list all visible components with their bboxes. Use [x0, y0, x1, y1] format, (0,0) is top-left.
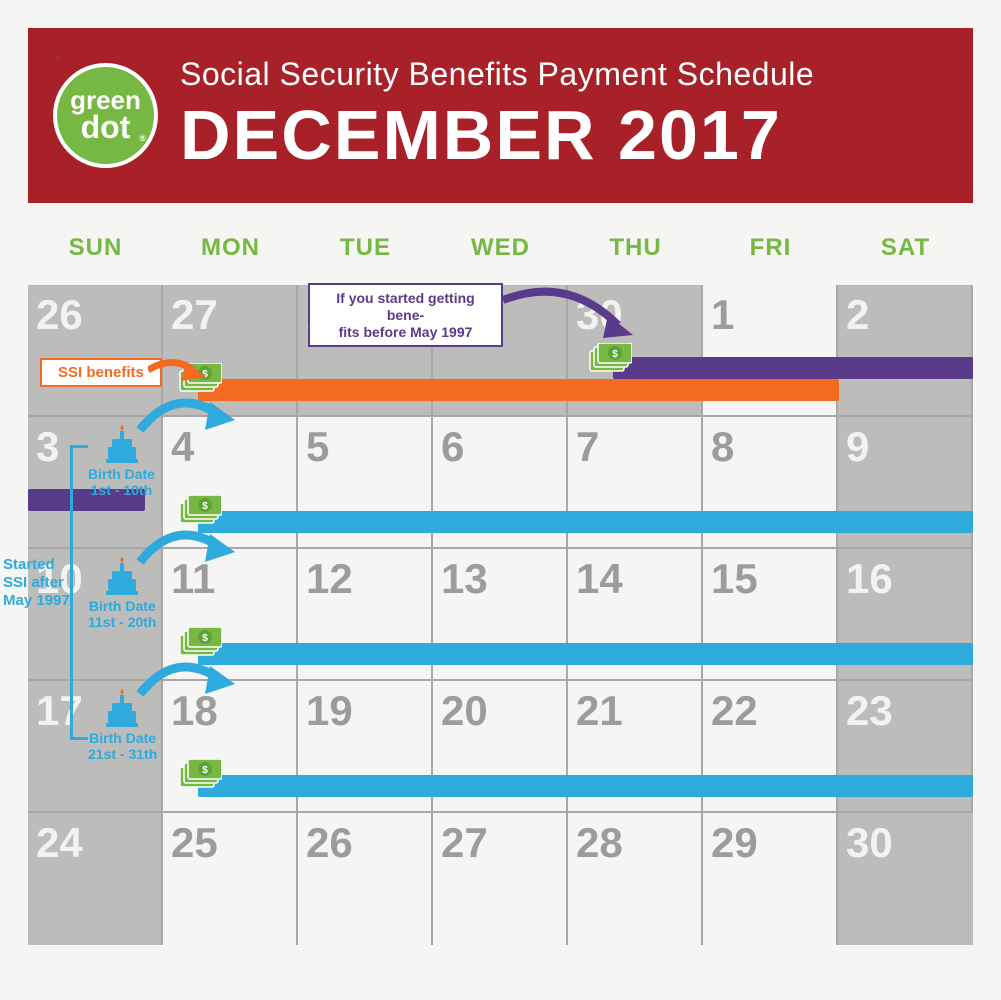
blue-arrow-icon [135, 522, 235, 577]
date-number: 21 [576, 687, 623, 735]
week-row: 24 25 26 27 28 29 30 [28, 813, 973, 945]
day-header: THU [568, 210, 703, 285]
weeks-container: 26 27 28 29 30 1 2 $ $ If you started ge… [28, 285, 973, 945]
date-number: 15 [711, 555, 758, 603]
header-subtitle: Social Security Benefits Payment Schedul… [180, 56, 814, 93]
date-number: 16 [846, 555, 893, 603]
date-number: 19 [306, 687, 353, 735]
money-icon: $ [178, 759, 222, 793]
blue-arrow-icon [135, 390, 235, 445]
date-number: 28 [576, 819, 623, 867]
date-number: 14 [576, 555, 623, 603]
header-banner: green dot ® Social Security Benefits Pay… [28, 28, 973, 203]
calendar-cell: 30 [838, 813, 973, 945]
birth-label: Birth Date 1st - 10th [88, 466, 155, 498]
birth-bar [198, 775, 973, 797]
date-number: 1 [711, 291, 734, 339]
day-header: FRI [703, 210, 838, 285]
date-number: 3 [36, 423, 59, 471]
day-header: TUE [298, 210, 433, 285]
bracket [70, 445, 85, 740]
day-header: MON [163, 210, 298, 285]
date-number: 9 [846, 423, 869, 471]
day-header: SUN [28, 210, 163, 285]
date-number: 27 [171, 291, 218, 339]
day-headers-row: SUN MON TUE WED THU FRI SAT [28, 210, 973, 285]
date-number: 2 [846, 291, 869, 339]
date-number: 27 [441, 819, 488, 867]
date-number: 6 [441, 423, 464, 471]
calendar-cell: 27 [433, 813, 568, 945]
date-number: 13 [441, 555, 488, 603]
pre1997-note-text: If you started getting bene- fits before… [336, 290, 474, 340]
date-number: 5 [306, 423, 329, 471]
registered-icon: ® [139, 134, 146, 142]
calendar-cell: 26 [298, 813, 433, 945]
date-number: 22 [711, 687, 758, 735]
day-header: SAT [838, 210, 973, 285]
calendar-cell: 25 [163, 813, 298, 945]
purple-arrow-icon [498, 280, 638, 350]
day-header: WED [433, 210, 568, 285]
svg-text:$: $ [202, 633, 208, 644]
calendar: SUN MON TUE WED THU FRI SAT 26 27 28 29 … [28, 210, 973, 972]
calendar-cell: 28 [568, 813, 703, 945]
bracket-label: Started SSI after May 1997 [3, 556, 70, 610]
calendar-cell: 24 [28, 813, 163, 945]
birth-bar [198, 511, 973, 533]
date-number: 25 [171, 819, 218, 867]
logo-text-2: dot [81, 113, 131, 142]
orange-arrow-icon [148, 355, 208, 395]
header-text: Social Security Benefits Payment Schedul… [180, 56, 814, 175]
date-number: 29 [711, 819, 758, 867]
svg-text:$: $ [612, 349, 618, 360]
date-number: 7 [576, 423, 599, 471]
pre1997-note: If you started getting bene- fits before… [308, 283, 503, 347]
ssi-note: SSI benefits [40, 358, 162, 387]
birth-label: Birth Date 11st - 20th [88, 598, 156, 630]
date-number: 26 [306, 819, 353, 867]
date-number: 23 [846, 687, 893, 735]
date-number: 12 [306, 555, 353, 603]
date-number: 8 [711, 423, 734, 471]
calendar-cell: 2 [838, 285, 973, 417]
date-number: 24 [36, 819, 83, 867]
date-number: 30 [846, 819, 893, 867]
green-dot-logo: green dot ® [53, 63, 158, 168]
date-number: 20 [441, 687, 488, 735]
birth-bar [198, 643, 973, 665]
ssi-note-text: SSI benefits [58, 364, 144, 381]
svg-text:$: $ [202, 501, 208, 512]
calendar-cell: 29 [703, 813, 838, 945]
svg-text:$: $ [202, 765, 208, 776]
ssi-bar [198, 379, 839, 401]
birth-label: Birth Date 21st - 31th [88, 730, 157, 762]
pre1997-bar [613, 357, 973, 379]
blue-arrow-icon [135, 654, 235, 709]
header-title: DECEMBER 2017 [180, 95, 814, 175]
date-number: 26 [36, 291, 83, 339]
